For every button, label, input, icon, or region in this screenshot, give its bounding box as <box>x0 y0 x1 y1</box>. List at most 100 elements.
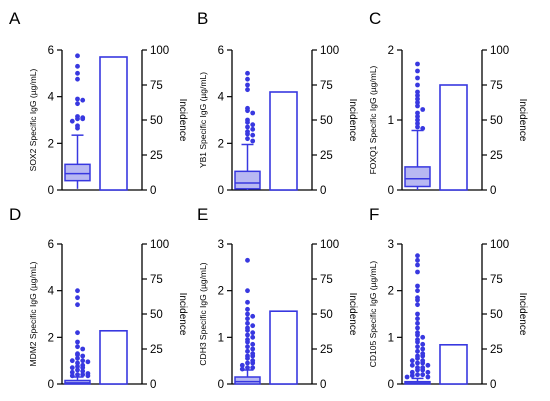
panel-e: E 0 1 2 3 0 25 50 75 100 CDH3 Specific IgG (µg/mL)… <box>197 205 358 391</box>
outlier-point <box>415 325 420 331</box>
outlier-point <box>245 306 250 312</box>
panel-letter: E <box>197 205 208 224</box>
outlier-point <box>425 374 431 380</box>
outlier-point <box>250 110 256 116</box>
left-tick-label: 2 <box>388 45 394 57</box>
outlier-point <box>69 118 75 124</box>
outlier-point <box>85 359 91 365</box>
outlier-point <box>415 302 420 308</box>
outlier-point <box>245 365 250 371</box>
outlier-point <box>420 341 426 347</box>
left-tick-label: 0 <box>388 185 394 197</box>
outlier-point <box>245 344 250 350</box>
right-tick-label: 100 <box>320 45 339 57</box>
outlier-point <box>245 108 250 114</box>
outlier-point <box>250 360 256 366</box>
panel-letter: D <box>9 205 21 224</box>
outlier-point <box>245 360 250 366</box>
outlier-point <box>415 75 420 81</box>
outlier-point <box>415 372 420 378</box>
right-tick-label: 0 <box>320 379 326 391</box>
outlier-point <box>75 344 80 350</box>
outlier-point <box>75 96 80 102</box>
outlier-point <box>75 53 80 59</box>
outlier-point <box>415 367 420 373</box>
outlier-point <box>239 362 245 368</box>
outlier-point <box>245 332 250 338</box>
left-tick-label: 4 <box>48 92 55 104</box>
outlier-point <box>69 369 75 375</box>
outlier-point <box>415 110 420 116</box>
left-tick-label: 4 <box>218 92 225 104</box>
right-tick-label: 25 <box>490 150 503 162</box>
outlier-point <box>245 119 250 125</box>
incidence-bar <box>439 343 468 385</box>
outlier-point <box>425 362 431 368</box>
outlier-point <box>75 360 80 366</box>
panel-f: F 0 1 2 3 0 25 50 75 100 CD105 Specific IgG (µg/mL… <box>368 205 528 391</box>
outlier-point <box>75 364 80 369</box>
outlier-point <box>415 316 420 322</box>
outlier-point <box>75 70 80 76</box>
right-tick-label: 75 <box>320 274 333 286</box>
left-tick-label: 2 <box>218 138 224 150</box>
y2-axis-label: Incidence <box>347 99 358 142</box>
outlier-point <box>415 332 420 338</box>
box <box>404 166 431 188</box>
outlier-point <box>75 116 80 122</box>
box <box>64 163 91 182</box>
left-tick-label: 1 <box>388 115 394 127</box>
incidence-bar <box>269 310 298 385</box>
y-axis-label: FOXQ1 Specific IgG (µg/mL) <box>368 65 378 174</box>
outlier-point <box>250 346 256 352</box>
incidence-bar <box>99 56 128 191</box>
outlier-point <box>250 132 256 138</box>
panel-a: A 0 2 4 6 0 25 50 75 100 SOX2 Specific IgG (µg/mL)… <box>9 9 188 197</box>
right-tick-label: 50 <box>490 115 503 127</box>
outlier-point <box>245 70 250 76</box>
outlier-point <box>409 358 415 364</box>
outlier-point <box>420 360 426 366</box>
incidence-bar <box>439 84 468 191</box>
outlier-point <box>250 313 256 319</box>
outlier-point <box>245 299 250 305</box>
left-tick-label: 0 <box>218 185 224 197</box>
outlier-point <box>75 63 80 69</box>
outlier-point <box>75 355 80 361</box>
left-tick-label: 0 <box>218 379 224 391</box>
right-tick-label: 50 <box>150 309 163 321</box>
outlier-point <box>415 93 420 98</box>
outlier-point <box>420 107 426 112</box>
right-tick-label: 25 <box>490 344 503 356</box>
panel-letter: F <box>369 205 379 224</box>
right-tick-label: 100 <box>150 239 169 251</box>
outlier-point <box>80 358 86 364</box>
outlier-point <box>245 87 250 93</box>
outlier-point <box>409 373 415 378</box>
outlier-point <box>245 82 250 88</box>
left-tick-label: 1 <box>218 332 224 344</box>
left-tick-label: 4 <box>48 286 55 298</box>
y-axis-label: MDM2 Specific IgG (µg/mL) <box>28 261 38 366</box>
right-tick-label: 25 <box>150 150 163 162</box>
right-tick-label: 50 <box>320 115 333 127</box>
left-tick-label: 3 <box>218 239 224 251</box>
outlier-point <box>250 353 256 359</box>
outlier-point <box>250 330 256 336</box>
right-tick-label: 0 <box>150 379 156 391</box>
outlier-point <box>415 297 420 303</box>
left-tick-label: 2 <box>218 286 224 298</box>
incidence-bar <box>269 91 298 191</box>
right-tick-label: 25 <box>150 344 163 356</box>
outlier-point <box>69 373 75 379</box>
left-tick-label: 0 <box>48 185 54 197</box>
box <box>234 376 261 385</box>
outlier-point <box>69 365 75 371</box>
outlier-point <box>75 288 80 294</box>
outlier-point <box>420 346 426 352</box>
outlier-point <box>245 131 250 137</box>
left-tick-label: 0 <box>388 379 394 391</box>
right-tick-label: 100 <box>150 45 169 57</box>
outlier-point <box>415 339 420 345</box>
left-tick-label: 0 <box>48 379 54 391</box>
